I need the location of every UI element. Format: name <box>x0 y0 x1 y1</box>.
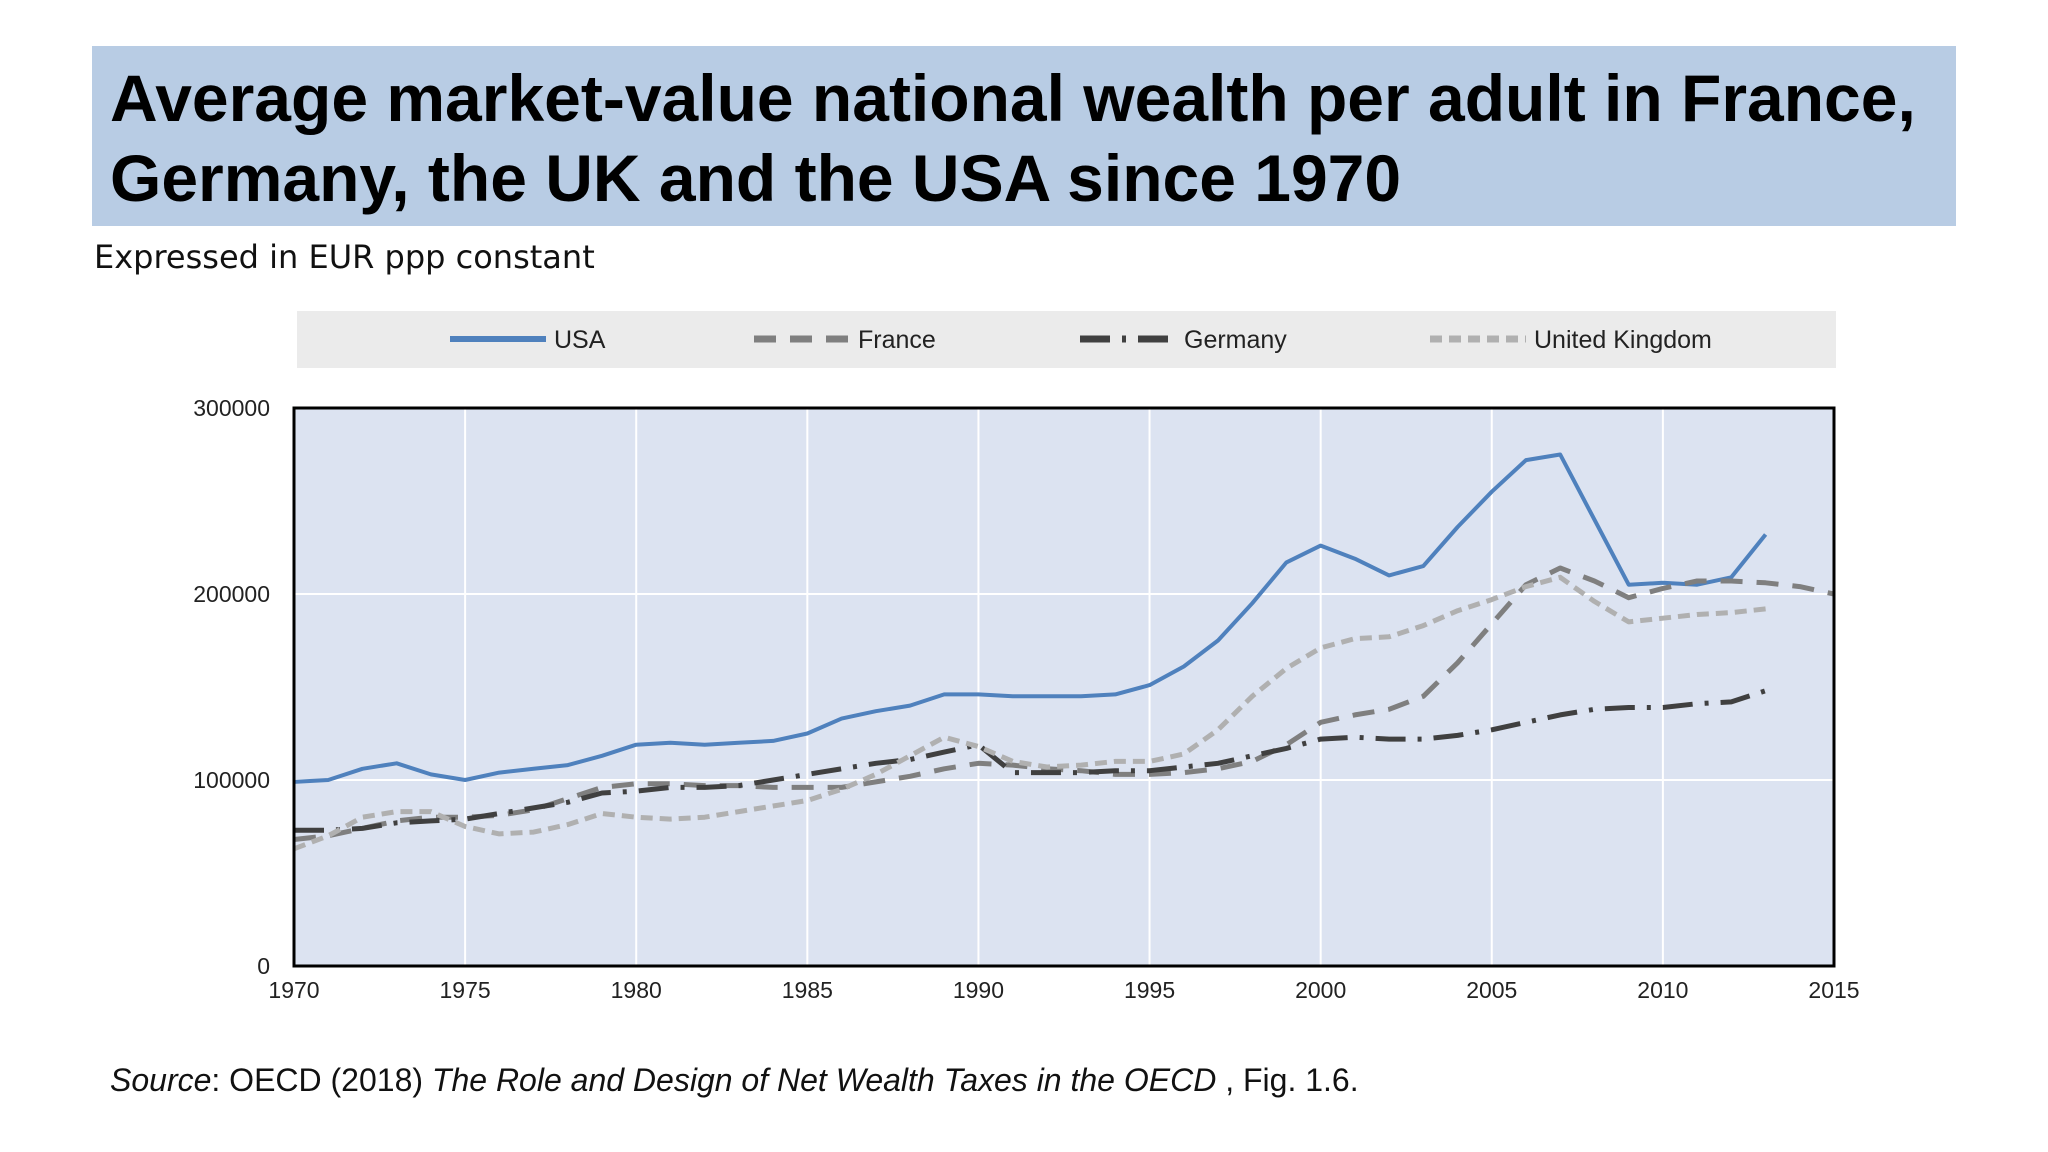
y-tick-label: 300000 <box>193 395 270 421</box>
y-tick-label: 0 <box>257 953 270 979</box>
series-line-united-kingdom <box>293 574 1766 852</box>
chart-legend: USA France Germany United Kingdom <box>450 326 1712 354</box>
title-banner: Average market-value national wealth per… <box>92 46 1956 226</box>
y-axis-ticks: 0 100000 200000 300000 <box>193 395 270 979</box>
x-tick-label: 1995 <box>1124 977 1175 1003</box>
x-tick-label: 2000 <box>1295 977 1346 1003</box>
x-tick-label: 1985 <box>782 977 833 1003</box>
plot-area <box>294 408 1834 966</box>
legend-background <box>297 311 1836 368</box>
series-lines <box>293 452 1835 852</box>
x-tick-label: 2010 <box>1637 977 1688 1003</box>
y-tick-label: 200000 <box>193 581 270 607</box>
source-note: Source: OECD (2018) The Role and Design … <box>110 1062 1359 1099</box>
x-axis-ticks: 1970 1975 1980 1985 1990 1995 2000 2005 2010 2015 <box>268 977 1859 1003</box>
plot-frame <box>292 406 1836 968</box>
chart-subtitle: Expressed in EUR ppp constant <box>94 238 595 276</box>
legend-label: France <box>858 326 936 354</box>
y-tick-label: 100000 <box>193 767 270 793</box>
x-tick-label: 2005 <box>1466 977 1517 1003</box>
x-tick-label: 1970 <box>268 977 319 1003</box>
source-text-1: : OECD (2018) <box>211 1062 432 1098</box>
source-text-2: , Fig. 1.6. <box>1216 1062 1359 1098</box>
source-label: Source <box>110 1062 212 1098</box>
series-line-usa <box>293 452 1768 784</box>
source-publication: The Role and Design of Net Wealth Taxes … <box>431 1062 1217 1098</box>
legend-label: USA <box>554 326 606 354</box>
x-tick-label: 1975 <box>440 977 491 1003</box>
legend-label: United Kingdom <box>1534 326 1712 354</box>
legend-label: Germany <box>1184 326 1287 354</box>
series-line-germany <box>294 688 1767 833</box>
x-tick-label: 2015 <box>1808 977 1859 1003</box>
gridlines <box>294 408 1834 966</box>
x-tick-label: 1990 <box>953 977 1004 1003</box>
page-title: Average market-value national wealth per… <box>110 61 1916 215</box>
x-tick-label: 1980 <box>611 977 662 1003</box>
